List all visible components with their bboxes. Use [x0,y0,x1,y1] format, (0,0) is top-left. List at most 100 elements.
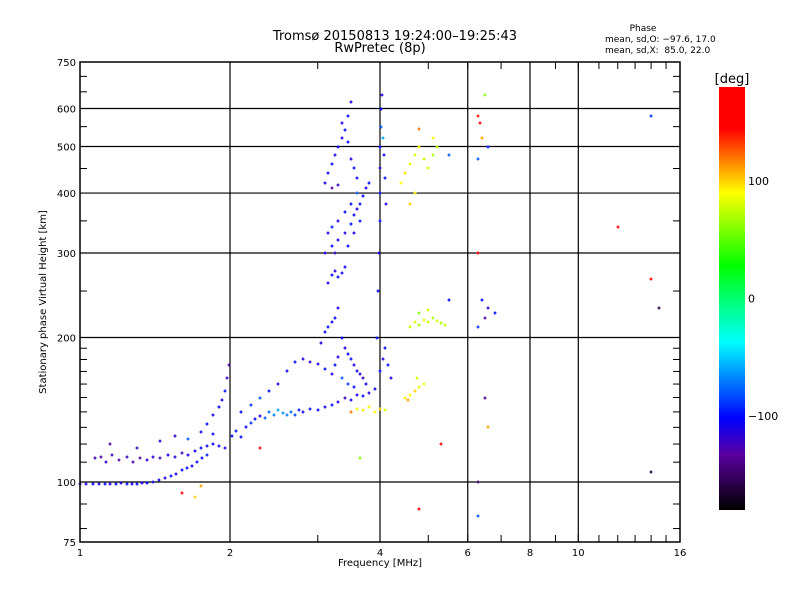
data-point [483,396,487,400]
legend-title: Phase [630,24,657,34]
data-point [326,171,330,175]
data-point [199,446,203,450]
data-point [358,202,362,206]
data-point [258,414,262,418]
colorbar-tick-label: 0 [748,293,755,306]
data-point [330,162,334,166]
data-point [193,495,197,499]
data-point [426,320,430,324]
data-point [211,413,215,417]
y-tick-label: 400 [57,189,76,200]
data-point [431,153,435,157]
colorbar-tick-label: 100 [748,175,769,188]
data-point [443,323,447,327]
data-point [200,456,204,460]
data-point [486,145,490,149]
data-point [447,153,451,157]
data-point [417,311,421,315]
data-point [352,213,356,217]
data-point [84,482,88,486]
data-point [336,355,340,359]
data-point [336,306,340,310]
data-point [381,357,385,361]
data-point [486,425,490,429]
data-point [478,121,482,125]
data-point [358,219,362,223]
data-point [316,362,320,366]
data-point [349,202,353,206]
data-point [403,171,407,175]
data-point [316,408,320,412]
data-point [343,265,347,269]
data-point [379,107,383,111]
legend-x-stats: mean, sd,X: 85.0, 22.0 [605,46,711,56]
data-point [225,376,229,380]
data-point [253,417,257,421]
data-point [352,166,356,170]
data-point [180,468,184,472]
data-point [413,191,417,195]
data-point [417,323,421,327]
data-point [125,482,129,486]
data-point [439,321,443,325]
data-point [383,176,387,180]
data-point [140,481,144,485]
data-point [263,416,267,420]
data-point [399,181,403,185]
data-point [336,183,340,187]
data-point [205,453,209,457]
data-point [180,491,184,495]
data-point [326,231,330,235]
data-point [476,325,480,329]
data-point [158,456,162,460]
data-point [173,455,177,459]
data-point [340,121,344,125]
x-axis-label: Frequency [MHz] [338,558,422,569]
data-point [145,481,149,485]
data-point [293,360,297,364]
data-point [323,367,327,371]
data-point [343,128,347,132]
data-point [199,430,203,434]
data-point [493,311,497,315]
data-point [333,363,337,367]
data-point [408,393,412,397]
data-point [431,316,435,320]
data-point [190,464,194,468]
data-point [330,320,334,324]
data-point [476,157,480,161]
data-point [378,166,382,170]
data-point [375,336,379,340]
data-point [403,396,407,400]
data-point [340,136,344,140]
data-point [483,93,487,97]
x-tick-label: 2 [227,548,233,559]
data-point [361,376,365,380]
y-tick-label: 200 [57,334,76,345]
data-point [285,369,289,373]
data-point [616,225,620,229]
data-point [323,330,327,334]
y-axis-label: Stationary phase Virtual Height [km] [38,210,49,394]
data-point [199,484,203,488]
data-point [373,387,377,391]
data-point [435,145,439,149]
data-point [158,439,162,443]
data-point [649,470,653,474]
data-point [217,405,221,409]
data-point [361,394,365,398]
data-point [330,244,334,248]
data-point [135,482,139,486]
colorbar-ticks: 100 0 −100 [748,175,778,423]
data-point [333,316,337,320]
data-point [476,480,480,484]
data-point [330,225,334,229]
data-point [293,413,297,417]
data-point [378,407,382,411]
data-point [333,251,337,255]
data-point [426,308,430,312]
data-point [205,422,209,426]
data-point [205,444,209,448]
data-point [104,460,108,464]
